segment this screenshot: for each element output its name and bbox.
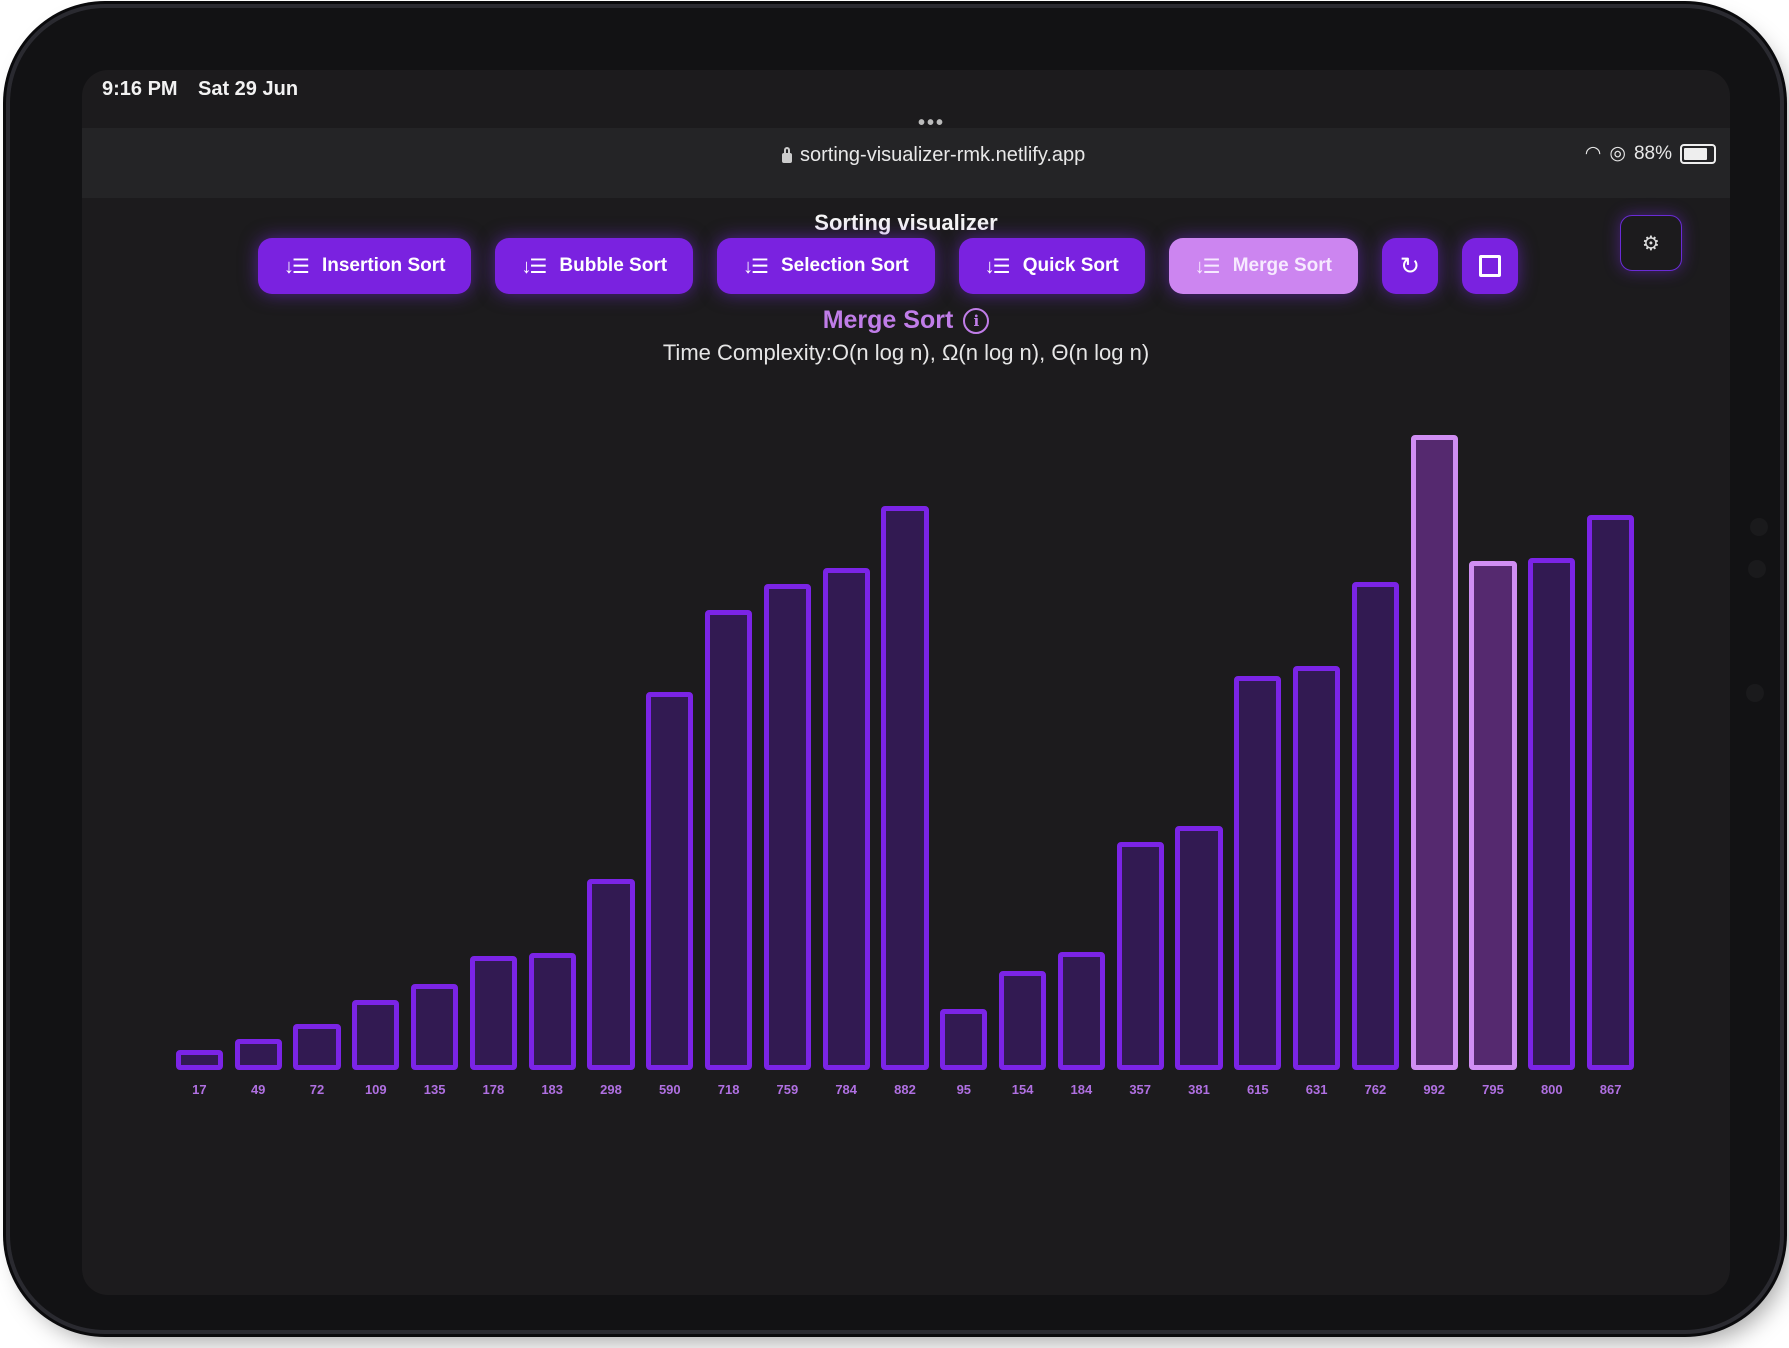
button-label: Merge Sort [1232,255,1332,276]
bar-value-label: 784 [835,1082,858,1097]
bar-value-label: 183 [541,1082,564,1097]
bar-value-label: 381 [1188,1082,1210,1097]
bar-value-label: 795 [1482,1082,1504,1097]
bar-value-label: 184 [1070,1082,1093,1097]
bar-value-label: 759 [776,1082,799,1097]
bar-value-label: 882 [894,1082,916,1097]
stop-icon [1478,255,1501,277]
chart-bar [881,505,929,1070]
bar-value-label: 357 [1129,1082,1152,1097]
complexity-label: Time Complexity: [662,340,832,365]
chart-bar [999,971,1047,1070]
insertion-sort-button[interactable]: ↓☰ Insertion Sort [258,238,472,294]
bar-value-label: 631 [1305,1082,1328,1097]
bar-value-label: 49 [250,1082,266,1097]
chart-bar [528,952,576,1070]
app-title: Sorting visualizer [814,210,998,235]
chart-bar [1057,952,1105,1070]
chart-bar [352,1000,400,1070]
chart-bar [1528,558,1576,1070]
bar-value-label: 615 [1246,1082,1269,1097]
chart-bar [1293,666,1341,1070]
side-camera-2 [1748,560,1766,578]
settings-button[interactable]: ⚙ [1620,215,1682,271]
sort-ascending-icon: ↓☰ [984,255,1011,278]
lock-icon [782,146,792,163]
bar-value-label: 762 [1364,1082,1387,1097]
url-display[interactable]: sorting-visualizer-rmk.netlify.app [782,144,1085,167]
chart-bar [1234,676,1282,1070]
chart-bar [646,692,694,1070]
button-label: Quick Sort [1022,255,1119,276]
stop-button[interactable] [1461,238,1518,294]
side-camera-3 [1746,684,1764,702]
bar-value-label: 992 [1423,1082,1446,1097]
bar-value-label: 135 [423,1082,446,1097]
chart-bar [234,1038,282,1070]
chart-bar [763,584,811,1070]
bar-value-label: 95 [956,1082,972,1097]
url-text: sorting-visualizer-rmk.netlify.app [800,144,1086,166]
sort-ascending-icon: ↓☰ [743,255,769,278]
address-bar[interactable]: sorting-visualizer-rmk.netlify.app ◠ ◎ 8… [82,128,1730,198]
bar-value-label: 17 [192,1082,207,1097]
battery-percent: 88% [1633,142,1672,164]
info-icon[interactable]: i [963,308,990,334]
refresh-icon: ↻ [1399,252,1420,280]
chart-bar [469,956,517,1070]
orientation-lock-icon: ◎ [1609,143,1626,164]
button-label: Insertion Sort [321,255,446,276]
screen: 9:16 PM Sat 29 Jun ••• sorting-visualize… [82,70,1730,1295]
bar-value-label: 154 [1011,1082,1034,1097]
bubble-sort-button[interactable]: ↓☰ Bubble Sort [495,238,694,294]
bar-chart: 17 49 72 109 135 178 183 298 590 718 759 784 882 95 15… [170,430,1640,1120]
complexity-value: O(n log n), Ω(n log n), Θ(n log n) [831,340,1150,365]
bar-value-label: 867 [1599,1082,1622,1097]
status-bar: 9:16 PM Sat 29 Jun ••• [82,70,1730,134]
chart-bar [293,1023,341,1070]
chart-bar [822,568,870,1070]
chart-bar [587,879,635,1070]
chart-bar [1116,841,1164,1070]
algorithm-toolbar: ↓☰ Insertion Sort ↓☰ Bubble Sort ↓☰ Sele… [258,238,1518,294]
chart-bar [1351,582,1399,1070]
wifi-icon: ◠ [1584,143,1602,164]
chart-bar [1175,826,1223,1070]
chart-bar [1587,515,1635,1070]
bar-value-label: 298 [600,1082,622,1097]
battery-icon [1680,143,1716,164]
sort-ascending-icon: ↓☰ [1194,255,1221,278]
reset-button[interactable]: ↻ [1381,238,1438,294]
algorithm-heading: Merge Sort i [82,306,1730,335]
button-label: Selection Sort [781,255,909,276]
quick-sort-button[interactable]: ↓☰ Quick Sort [958,238,1145,294]
bar-value-label: 178 [482,1082,505,1097]
bar-value-label: 72 [309,1082,325,1097]
algorithm-name: Merge Sort [822,306,954,334]
button-label: Bubble Sort [559,255,668,276]
bar-value-label: 109 [364,1082,387,1097]
tablet-frame: 9:16 PM Sat 29 Jun ••• sorting-visualize… [10,8,1780,1330]
chart-bar [705,610,753,1070]
chart-bar [1410,435,1458,1070]
status-date: Sat 29 Jun [198,78,299,100]
sort-ascending-icon: ↓☰ [284,255,310,278]
chart-bar [940,1009,988,1070]
bar-value-label: 590 [658,1082,681,1097]
bar-value-label: 718 [717,1082,740,1097]
sort-ascending-icon: ↓☰ [521,255,547,278]
merge-sort-button[interactable]: ↓☰ Merge Sort [1168,238,1358,294]
bar-value-label: 800 [1540,1082,1563,1097]
chart-bar [175,1050,223,1070]
status-indicators: ◠ ◎ 88% [1585,142,1716,165]
gear-icon: ⚙ [1642,232,1660,255]
time-complexity: Time Complexity:O(n log n), Ω(n log n), … [82,340,1730,366]
status-time: 9:16 PM [102,78,178,100]
selection-sort-button[interactable]: ↓☰ Selection Sort [717,238,935,294]
chart-bar [411,983,459,1070]
chart-bar [1469,561,1517,1070]
side-camera-1 [1750,518,1768,536]
